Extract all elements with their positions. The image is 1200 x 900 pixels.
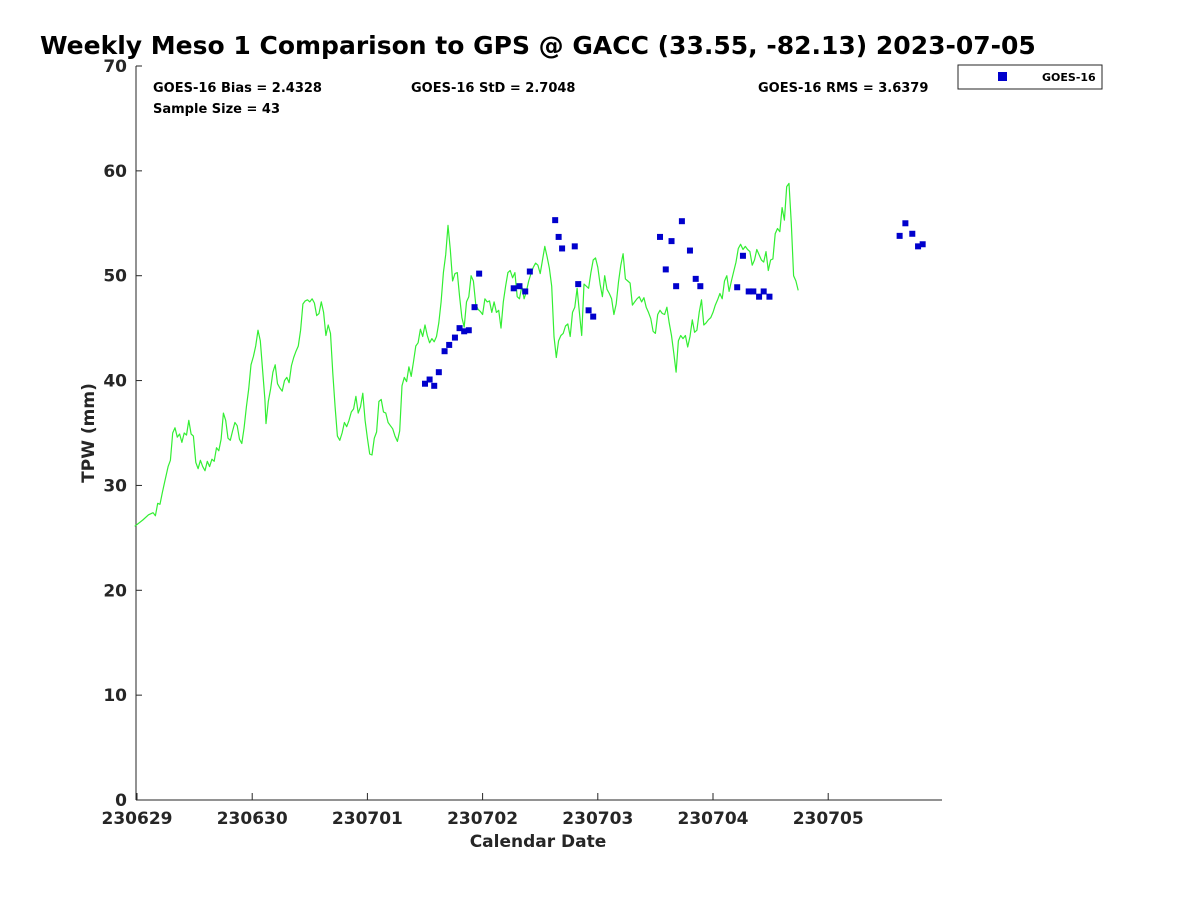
- goes16-data-point: [422, 380, 428, 387]
- gps-series-line: [134, 182, 799, 527]
- goes16-data-point: [476, 270, 483, 277]
- sample-size-stat: Sample Size = 43: [153, 102, 280, 117]
- goes16-data-point: [678, 218, 685, 225]
- x-axis-label: Calendar Date: [470, 832, 607, 852]
- goes16-data-point: [657, 233, 664, 240]
- goes16-data-point: [590, 313, 597, 320]
- goes16-data-point: [668, 238, 675, 245]
- goes16-data-point: [559, 245, 566, 252]
- y-tick-label: 30: [103, 476, 127, 496]
- legend: GOES-16: [957, 64, 1103, 90]
- goes16-data-point: [915, 243, 922, 250]
- goes16-data-point: [446, 341, 453, 348]
- goes16-data-point: [697, 283, 704, 290]
- goes16-data-point: [909, 230, 916, 237]
- x-tick-label: 230629: [102, 809, 173, 829]
- x-tick-label: 230701: [332, 809, 403, 829]
- goes16-data-point: [739, 252, 746, 259]
- goes16-data-point: [456, 325, 463, 332]
- goes16-data-point: [510, 285, 517, 292]
- x-tick-label: 230705: [793, 809, 864, 829]
- goes16-data-point: [750, 288, 757, 295]
- goes16-data-point: [692, 275, 699, 282]
- y-tick-label: 20: [103, 581, 127, 601]
- goes16-data-point: [756, 293, 763, 300]
- goes16-data-point: [745, 288, 752, 295]
- goes16-data-point: [686, 247, 693, 254]
- goes16-data-point: [760, 288, 767, 295]
- goes16-data-point: [766, 293, 773, 300]
- legend-box: [957, 64, 1103, 90]
- chart-title: Weekly Meso 1 Comparison to GPS @ GACC (…: [40, 31, 1036, 60]
- goes16-data-point: [522, 288, 529, 295]
- x-ticks: 230629 230630 230701 230702 230703 230704 2307…: [102, 793, 864, 829]
- goes16-data-point: [431, 382, 438, 389]
- goes16-data-point: [435, 369, 442, 376]
- goes16-data-point: [461, 328, 468, 335]
- legend-label-goes16: GOES-16: [1042, 71, 1096, 84]
- goes16-data-point: [575, 281, 582, 288]
- rms-stat: GOES-16 RMS = 3.6379: [758, 81, 928, 96]
- y-tick-label: 10: [103, 686, 127, 706]
- legend-marker-goes16: [998, 72, 1007, 81]
- goes16-data-point: [441, 348, 448, 355]
- goes16-data-point: [902, 220, 909, 227]
- y-tick-label: 70: [103, 57, 127, 77]
- bias-stat: GOES-16 Bias = 2.4328: [153, 81, 322, 96]
- goes16-data-point: [516, 283, 523, 290]
- goes16-data-point: [734, 284, 741, 291]
- goes16-data-point: [585, 307, 592, 314]
- x-tick-label: 230703: [562, 809, 633, 829]
- goes16-data-point: [471, 304, 478, 311]
- goes16-data-point: [662, 266, 669, 273]
- stats-annotations: GOES-16 Bias = 2.4328 GOES-16 StD = 2.70…: [153, 81, 928, 117]
- goes16-data-point: [555, 233, 562, 240]
- y-tick-label: 0: [115, 791, 127, 811]
- y-ticks: 0 10 20 30 40 50 60 70: [103, 57, 142, 811]
- x-tick-label: 230702: [447, 809, 518, 829]
- goes16-data-point: [552, 217, 559, 224]
- goes16-data-point: [673, 283, 680, 290]
- goes16-data-point: [571, 243, 578, 250]
- goes16-data-point: [465, 327, 472, 334]
- std-stat: GOES-16 StD = 2.7048: [411, 81, 575, 96]
- goes16-data-point: [919, 241, 926, 248]
- y-tick-label: 40: [103, 372, 127, 392]
- goes16-data-point: [896, 232, 903, 239]
- goes16-data-point: [451, 334, 458, 341]
- plot-area: 0 10 20 30 40 50 60 70 230629 230630 230701 230702…: [102, 57, 942, 829]
- x-tick-label: 230630: [217, 809, 288, 829]
- y-tick-label: 50: [103, 267, 127, 287]
- goes16-data-point: [426, 376, 433, 383]
- x-tick-label: 230704: [678, 809, 749, 829]
- series-layer: [134, 182, 926, 527]
- y-tick-label: 60: [103, 162, 127, 182]
- goes16-data-point: [526, 268, 533, 275]
- y-axis-label: TPW (mm): [79, 383, 99, 483]
